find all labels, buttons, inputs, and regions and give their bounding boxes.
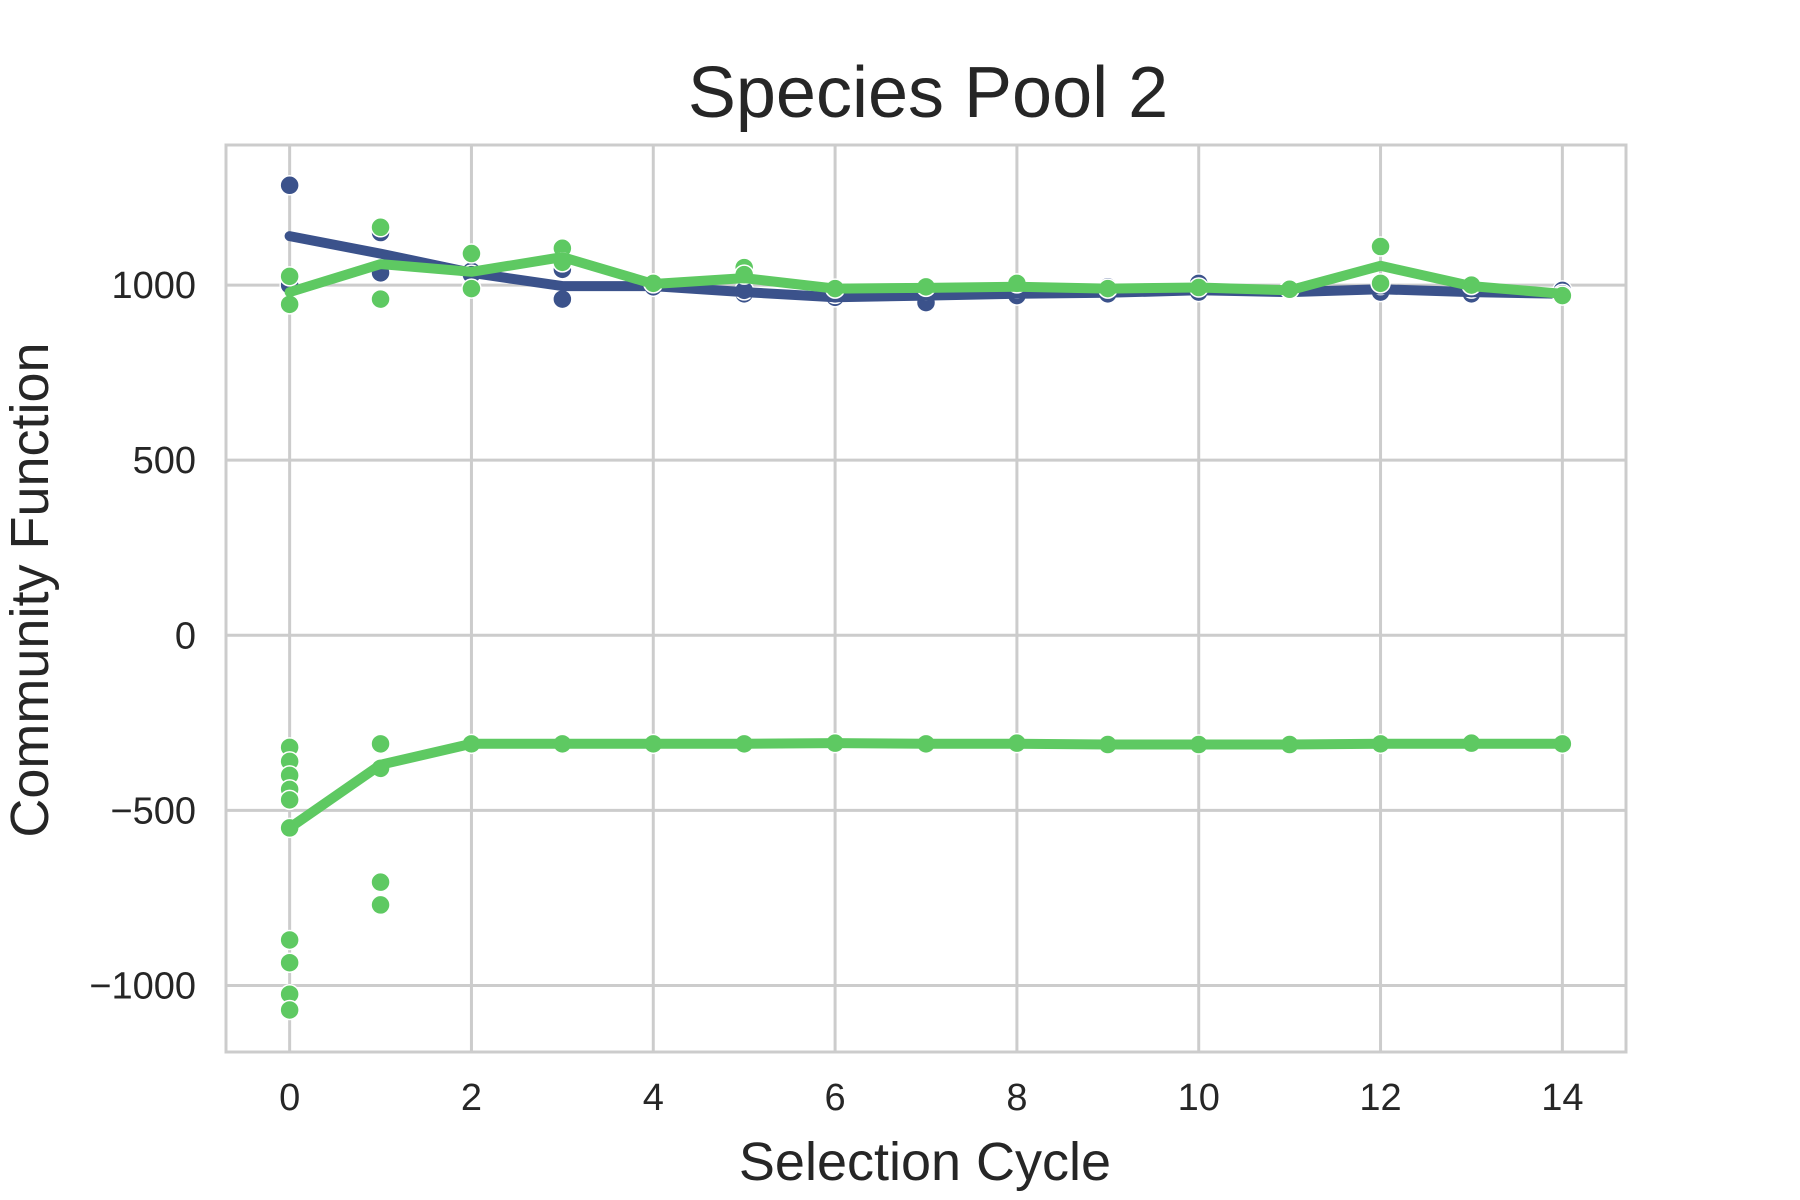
series-line <box>284 252 1568 299</box>
y-tick-label: 1000 <box>111 265 196 307</box>
x-tick-label: 4 <box>643 1077 664 1119</box>
data-point <box>1370 273 1391 294</box>
data-point <box>279 294 300 315</box>
plot-frame <box>224 143 1628 1054</box>
x-tick-label: 0 <box>279 1077 300 1119</box>
data-point <box>1370 236 1391 257</box>
x-tick-label: 6 <box>825 1077 846 1119</box>
y-tick-label: 500 <box>133 440 196 482</box>
x-tick-label: 12 <box>1359 1077 1401 1119</box>
x-tick-label: 2 <box>461 1077 482 1119</box>
data-point <box>370 217 391 238</box>
x-axis-label: Selection Cycle <box>739 1132 1111 1192</box>
data-point <box>279 999 300 1021</box>
series-3 <box>279 732 1573 1021</box>
x-tick-label: 8 <box>1006 1077 1027 1119</box>
data-point <box>461 243 482 264</box>
x-tick-label: 10 <box>1178 1077 1220 1119</box>
tick-labels: 0 2 4 6 8 10 12 14 −1000 −500 0 500 1000 <box>89 265 1583 1119</box>
data-point <box>370 894 391 916</box>
data-point <box>370 871 391 893</box>
y-tick-label: 0 <box>175 615 196 657</box>
y-tick-label: −1000 <box>89 965 196 1007</box>
chart-title: Species Pool 2 <box>688 53 1168 133</box>
data-point <box>370 288 391 310</box>
data-point <box>552 288 573 310</box>
data-point <box>461 278 482 299</box>
y-axis-label: Community Function <box>0 342 60 837</box>
data-point <box>279 952 300 973</box>
data-point <box>279 175 300 196</box>
data-point <box>370 733 391 755</box>
x-tick-label: 14 <box>1541 1077 1583 1119</box>
data-point <box>279 789 300 811</box>
y-tick-label: −500 <box>110 790 196 832</box>
series-line <box>284 738 1568 833</box>
data-point <box>279 929 300 951</box>
series-2 <box>279 217 1573 315</box>
plot-marks <box>279 175 1573 1021</box>
data-point <box>279 266 300 287</box>
